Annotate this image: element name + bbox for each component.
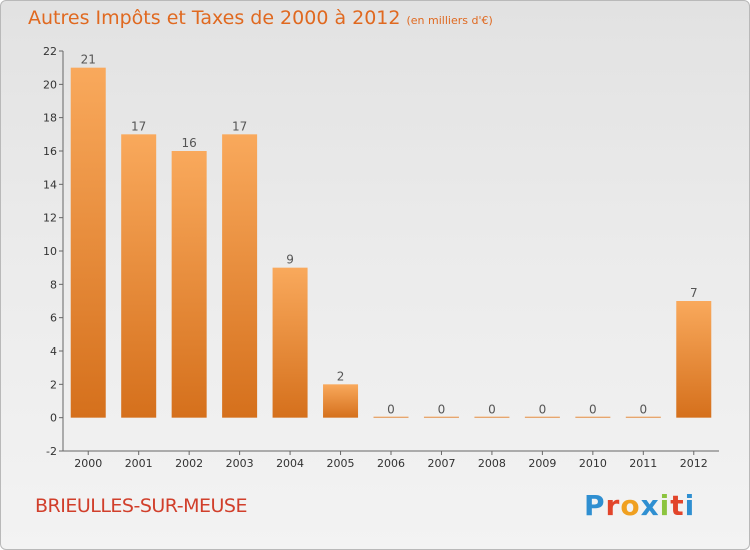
bar-2010 <box>575 416 611 418</box>
bar-2000 <box>70 67 106 418</box>
bar-2011 <box>625 416 661 418</box>
x-tick-label: 2005 <box>327 457 355 470</box>
proxiti-logo: Proxiti <box>584 489 695 522</box>
x-tick-label: 2003 <box>226 457 254 470</box>
value-label: 16 <box>182 136 197 150</box>
bar-2001 <box>121 134 157 418</box>
bar-2012 <box>676 301 712 418</box>
x-tick-label: 2006 <box>377 457 405 470</box>
logo-letter: t <box>670 489 685 522</box>
bar-2007 <box>423 416 459 418</box>
y-tick-label: 2 <box>50 378 57 391</box>
value-label: 2 <box>337 369 345 383</box>
value-label: 0 <box>539 403 547 417</box>
y-tick-label: 4 <box>50 345 57 358</box>
x-tick-label: 2010 <box>579 457 607 470</box>
logo-letter: i <box>684 489 696 522</box>
y-tick-label: 20 <box>43 78 57 91</box>
x-tick-label: 2004 <box>276 457 304 470</box>
x-tick-label: 2002 <box>175 457 203 470</box>
y-tick-label: 14 <box>43 178 57 191</box>
bar-2006 <box>373 416 409 418</box>
title-text: Autres Impôts et Taxes de 2000 à 2012 <box>28 7 401 29</box>
y-tick-label: 6 <box>50 312 57 325</box>
x-tick-label: 2008 <box>478 457 506 470</box>
value-label: 0 <box>589 403 597 417</box>
y-tick-label: -2 <box>46 445 57 458</box>
value-label: 0 <box>639 403 647 417</box>
value-label: 7 <box>690 286 698 300</box>
bar-2002 <box>171 151 207 418</box>
logo-letter: x <box>640 489 660 522</box>
y-tick-label: 8 <box>50 278 57 291</box>
y-tick-label: 10 <box>43 245 57 258</box>
x-tick-label: 2001 <box>125 457 153 470</box>
value-label: 9 <box>286 253 294 267</box>
logo-letter: P <box>584 489 606 522</box>
y-tick-label: 22 <box>43 45 57 58</box>
bar-2004 <box>272 267 308 418</box>
value-label: 0 <box>438 403 446 417</box>
logo-letter: r <box>605 489 621 522</box>
x-tick-label: 2007 <box>427 457 455 470</box>
value-label: 0 <box>488 403 496 417</box>
y-tick-label: 18 <box>43 112 57 125</box>
bar-2005 <box>323 384 359 418</box>
bar-2008 <box>474 416 510 418</box>
y-tick-label: 12 <box>43 212 57 225</box>
y-tick-label: 0 <box>50 412 57 425</box>
bar-2009 <box>524 416 560 418</box>
x-tick-label: 2000 <box>74 457 102 470</box>
y-tick-label: 16 <box>43 145 57 158</box>
logo-letter: o <box>620 489 641 522</box>
title-unit: (en milliers d'€) <box>406 14 493 27</box>
commune-name: BRIEULLES-SUR-MEUSE <box>35 495 247 517</box>
chart-title: Autres Impôts et Taxes de 2000 à 2012 (en… <box>28 7 493 29</box>
x-tick-label: 2011 <box>629 457 657 470</box>
value-label: 21 <box>81 53 96 67</box>
bar-2003 <box>222 134 258 418</box>
value-label: 17 <box>131 119 146 133</box>
value-label: 17 <box>232 119 247 133</box>
x-tick-label: 2009 <box>528 457 556 470</box>
value-label: 0 <box>387 403 395 417</box>
logo-letter: i <box>659 489 671 522</box>
x-tick-label: 2012 <box>680 457 708 470</box>
